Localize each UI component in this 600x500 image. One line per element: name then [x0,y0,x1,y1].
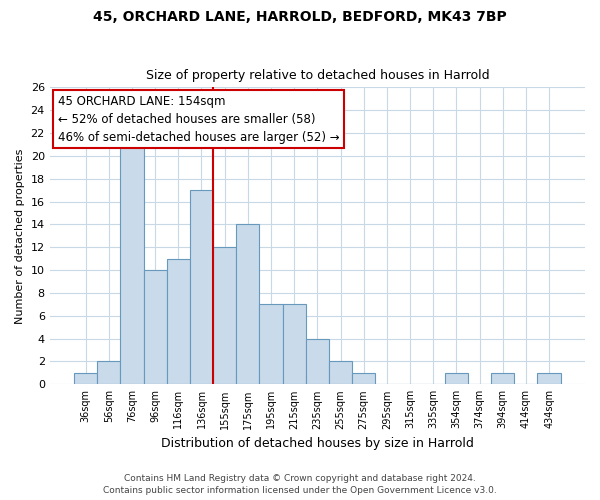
Bar [283,304,306,384]
Text: 45, ORCHARD LANE, HARROLD, BEDFORD, MK43 7BP: 45, ORCHARD LANE, HARROLD, BEDFORD, MK43… [93,10,507,24]
Title: Size of property relative to detached houses in Harrold: Size of property relative to detached ho… [146,69,489,82]
Bar [491,373,514,384]
Bar [306,338,329,384]
Bar [236,224,259,384]
Bar [167,258,190,384]
Bar [445,373,468,384]
Bar [190,190,213,384]
Bar [538,373,560,384]
Bar [259,304,283,384]
Bar [213,247,236,384]
Y-axis label: Number of detached properties: Number of detached properties [15,148,25,324]
Text: 45 ORCHARD LANE: 154sqm
← 52% of detached houses are smaller (58)
46% of semi-de: 45 ORCHARD LANE: 154sqm ← 52% of detache… [58,95,340,144]
Bar [121,133,143,384]
Bar [74,373,97,384]
Bar [143,270,167,384]
Bar [352,373,375,384]
Bar [97,362,121,384]
Text: Contains HM Land Registry data © Crown copyright and database right 2024.
Contai: Contains HM Land Registry data © Crown c… [103,474,497,495]
Bar [329,362,352,384]
X-axis label: Distribution of detached houses by size in Harrold: Distribution of detached houses by size … [161,437,474,450]
